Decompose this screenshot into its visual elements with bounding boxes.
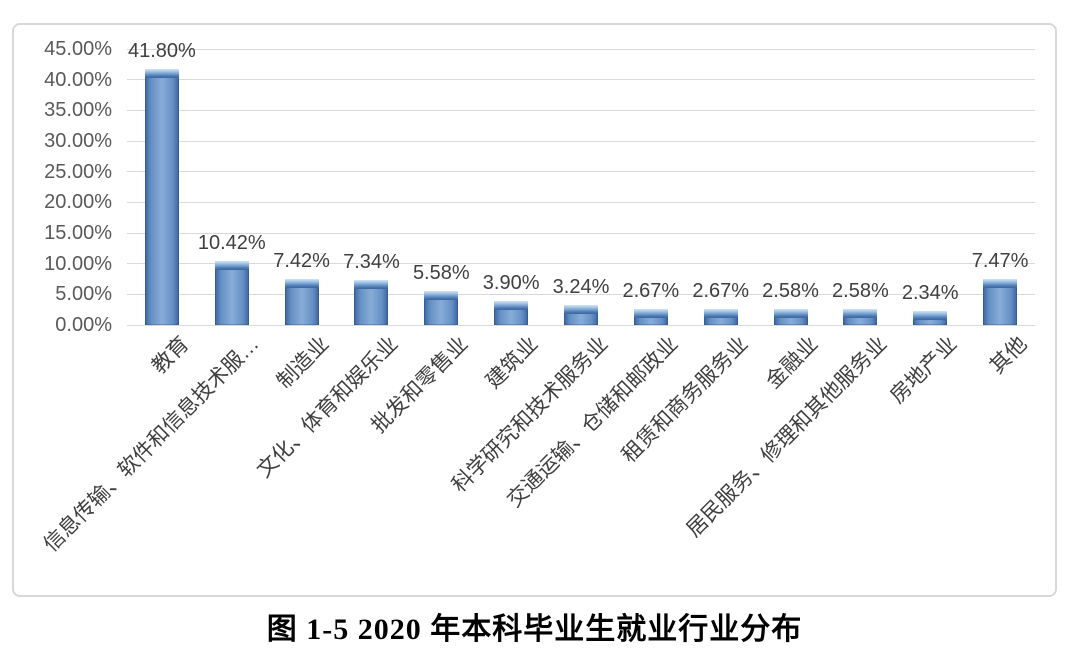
- data-label: 3.24%: [552, 276, 610, 299]
- y-axis-tick-label: 45.00%: [44, 38, 112, 60]
- y-axis-tick-label: 30.00%: [44, 130, 112, 152]
- data-label: 2.58%: [762, 280, 819, 303]
- data-label: 7.47%: [971, 250, 1029, 273]
- data-label: 3.90%: [482, 272, 540, 295]
- bar: [424, 290, 459, 325]
- y-axis-tick-label: 35.00%: [44, 99, 112, 122]
- gridline: [127, 171, 1035, 173]
- gridline: [127, 109, 1035, 111]
- bar: [633, 308, 668, 325]
- bar: [144, 68, 179, 325]
- gridline: [127, 48, 1035, 50]
- gridline: [127, 324, 1035, 326]
- x-axis-category-label: 租赁和商务服务业: [617, 332, 753, 468]
- x-axis-category-label: 房地产业: [886, 332, 962, 408]
- bar: [913, 310, 948, 325]
- bar: [564, 305, 598, 325]
- gridline: [127, 140, 1035, 142]
- data-label: 2.34%: [901, 281, 959, 304]
- bar: [983, 279, 1018, 325]
- gridline: [127, 201, 1035, 203]
- y-axis-tick-label: 10.00%: [44, 252, 112, 275]
- bar: [284, 279, 319, 325]
- data-label: 2.58%: [832, 280, 889, 303]
- gridline: [127, 232, 1035, 234]
- y-axis-tick-label: 0.00%: [55, 314, 112, 336]
- y-axis-tick-label: 25.00%: [44, 160, 112, 183]
- x-axis-category-label: 制造业: [272, 332, 334, 394]
- plot-area: 45.00% 40.00% 35.00% 30.00% 25.00% 20.00% 15.0…: [14, 25, 1055, 595]
- bar: [703, 308, 738, 325]
- data-label: 2.67%: [622, 279, 680, 302]
- bar: [214, 261, 249, 325]
- y-axis-tick-label: 40.00%: [44, 68, 112, 91]
- gridline: [127, 79, 1035, 81]
- data-label: 10.42%: [197, 232, 266, 255]
- data-label: 7.34%: [343, 250, 400, 273]
- figure-caption: 图 1-5 2020 年本科毕业生就业行业分布: [266, 613, 803, 646]
- data-label: 5.58%: [412, 261, 470, 284]
- x-axis-category-label: 其他: [985, 332, 1032, 379]
- gridline: [127, 293, 1035, 295]
- y-axis-tick-label: 20.00%: [44, 191, 112, 214]
- data-label: 7.42%: [273, 250, 330, 273]
- bar: [843, 309, 878, 325]
- y-axis-tick-label: 5.00%: [55, 283, 112, 306]
- bar: [494, 301, 529, 325]
- y-axis-tick-label: 15.00%: [44, 222, 112, 244]
- x-axis-category-label: 建筑业: [481, 332, 543, 394]
- bar: [354, 279, 389, 325]
- x-axis-category-label: 教育: [147, 332, 194, 379]
- data-label: 41.80%: [128, 39, 196, 62]
- x-axis-category-label: 金融业: [761, 332, 823, 394]
- gridline: [127, 263, 1035, 265]
- bar: [773, 309, 808, 325]
- data-label: 2.67%: [692, 279, 750, 302]
- bar-chart: 45.00% 40.00% 35.00% 30.00% 25.00% 20.00% 15.0…: [12, 23, 1057, 597]
